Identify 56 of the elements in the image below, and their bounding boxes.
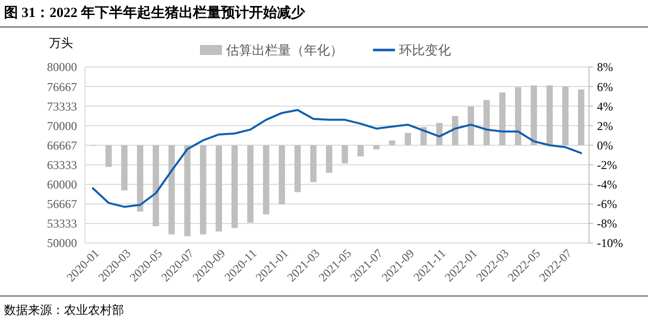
y-axis-title: 万头 bbox=[49, 36, 73, 50]
bar bbox=[216, 145, 222, 232]
y2-tick-label: 2% bbox=[597, 118, 613, 133]
bar bbox=[546, 85, 553, 146]
bar bbox=[404, 132, 412, 146]
bar bbox=[357, 145, 364, 156]
bar bbox=[200, 145, 206, 234]
bar bbox=[152, 145, 160, 226]
bar bbox=[342, 145, 348, 164]
y2-tick-label: 8% bbox=[597, 60, 613, 74]
bar bbox=[262, 145, 270, 214]
legend-label: 估算出栏量（年化） bbox=[225, 42, 343, 58]
bar bbox=[247, 145, 254, 223]
bar bbox=[388, 140, 396, 146]
y-tick-label: 70000 bbox=[47, 118, 77, 133]
y-tick-label: 66667 bbox=[47, 138, 77, 152]
source-note: 数据来源：农业农村部 bbox=[4, 303, 124, 317]
bar bbox=[121, 145, 128, 190]
y-tick-label: 73333 bbox=[47, 99, 77, 114]
bar bbox=[578, 89, 584, 146]
bar bbox=[326, 145, 332, 173]
line-series bbox=[92, 109, 582, 208]
bar bbox=[168, 145, 175, 234]
bar bbox=[436, 122, 443, 146]
legend-label: 环比变化 bbox=[399, 42, 451, 58]
y2-tick-label: -6% bbox=[597, 197, 617, 212]
bar bbox=[184, 145, 191, 236]
bar bbox=[562, 86, 569, 146]
y-tick-label: 63333 bbox=[47, 158, 77, 172]
y2-tick-label: 4% bbox=[597, 99, 613, 114]
bar bbox=[483, 100, 490, 146]
y2-tick-label: 6% bbox=[597, 80, 613, 94]
bar bbox=[468, 106, 474, 146]
y2-tick-label: -4% bbox=[597, 178, 617, 192]
bar bbox=[452, 116, 458, 146]
bar bbox=[514, 87, 522, 146]
y2-tick-label: -10% bbox=[597, 236, 623, 250]
bar bbox=[278, 145, 286, 204]
y-tick-label: 60000 bbox=[47, 178, 77, 192]
bar bbox=[136, 145, 144, 212]
bar bbox=[231, 145, 238, 228]
bar bbox=[530, 85, 538, 146]
y-tick-label: 80000 bbox=[47, 60, 77, 74]
chart-title: 图 31：2022 年下半年起生猪出栏量预计开始减少 bbox=[4, 5, 306, 21]
bar bbox=[310, 145, 317, 182]
y2-tick-label: 0% bbox=[597, 138, 613, 152]
y-tick-label: 76667 bbox=[47, 80, 77, 94]
y-tick-label: 50000 bbox=[47, 236, 77, 250]
y-tick-label: 53333 bbox=[47, 216, 77, 231]
bar bbox=[294, 145, 301, 192]
y-tick-label: 56667 bbox=[47, 197, 77, 212]
y2-tick-label: -8% bbox=[597, 216, 617, 231]
y2-tick-label: -2% bbox=[597, 158, 617, 172]
bar bbox=[373, 145, 380, 150]
bar bbox=[105, 145, 112, 167]
bar bbox=[499, 92, 506, 146]
